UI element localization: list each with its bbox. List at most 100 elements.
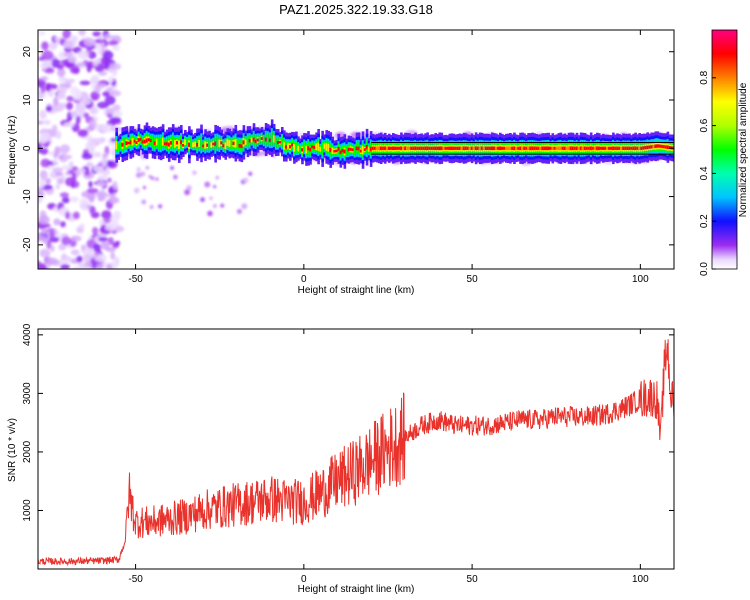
snr-x-tick-label: 50 — [467, 574, 479, 585]
spectral-side-blob — [207, 210, 213, 217]
spectral-ridge-cell — [608, 146, 611, 150]
spectral-noise-blob — [94, 39, 102, 44]
spectral-noise-blob — [113, 210, 121, 221]
spectral-ridge-cell — [143, 139, 147, 144]
spectral-noise-blob — [103, 217, 112, 224]
spectral-ridge-cell — [180, 140, 183, 145]
spectral-ridge-cell — [373, 146, 377, 150]
spectral-ridge-cell — [561, 146, 565, 150]
spectral-ridge-cell — [242, 140, 246, 145]
spectral-ridge-cell — [480, 146, 484, 151]
spectral-ridge-cell — [559, 146, 563, 151]
spectral-ridge-cell — [656, 144, 660, 148]
spectral-ridge-cell — [200, 136, 203, 151]
spectral-ridge-cell — [662, 145, 666, 149]
spectral-side-blob — [212, 203, 218, 209]
spectral-ridge-cell — [282, 142, 286, 150]
spectral-ridge-cell — [236, 139, 240, 150]
spectral-ridge-cell — [452, 146, 456, 150]
spectral-ridge-cell — [133, 139, 137, 143]
spectral-ridge-cell — [426, 146, 429, 151]
spectral-side-blob — [141, 199, 147, 205]
spectral-ridge-cell — [618, 146, 621, 150]
snr-frame — [37, 328, 675, 570]
spectral-ridge-cell — [535, 146, 538, 150]
snr-y-tick-label: 3000 — [22, 382, 33, 405]
spectral-ridge-cell — [424, 146, 427, 151]
spectral-ridge-cell — [464, 146, 468, 151]
spectral-ridge-cell — [299, 145, 302, 153]
spectral-ridge-cell — [335, 149, 339, 153]
spectral-ridge-cell — [478, 146, 482, 151]
spectral-ridge-cell — [341, 149, 345, 153]
spectral-noise-blob — [89, 118, 97, 129]
spectral-ridge-cell — [274, 137, 278, 148]
spectral-ridge-cell — [117, 143, 121, 153]
spectral-ridge-cell — [668, 145, 672, 150]
spectral-ridge-cell — [309, 147, 312, 152]
spectral-ridge-cell — [396, 146, 399, 150]
spectral-ridge-cell — [317, 142, 320, 151]
spectral-noise-blob — [96, 48, 102, 55]
spectral-noise-blob — [48, 42, 58, 51]
spectral-noise-blob — [39, 248, 51, 258]
snr-y-tick-label: 1000 — [22, 499, 33, 522]
spectral-noise-blob — [69, 196, 79, 203]
spectral-noise-blob — [38, 31, 46, 36]
spectral-noise-blob — [40, 226, 47, 235]
spectral-ridge-cell — [234, 138, 238, 148]
spectral-noise-blob — [59, 192, 69, 198]
spectral-noise-blob — [38, 178, 45, 189]
spectral-noise-blob — [100, 42, 105, 50]
spectral-ridge-cell — [206, 143, 209, 147]
snr-panel: -50 0 50 100 1000 2000 3000 4000 Height of str… — [7, 323, 675, 595]
spectral-noise-blob — [55, 183, 61, 190]
spectral-noise-blob — [55, 172, 64, 177]
spectral-noise-blob — [95, 83, 107, 88]
spectral-ridge-cell — [369, 146, 373, 152]
spectral-noise-blob — [55, 87, 67, 95]
spectral-ridge-cell — [175, 140, 179, 145]
spectral-ridge-cell — [377, 146, 381, 151]
spectral-noise-blob — [45, 177, 51, 185]
spectral-ridge-cell — [541, 146, 545, 151]
snr-y-ticks: 1000 2000 3000 4000 — [22, 323, 674, 522]
spectral-ridge-cell — [196, 142, 199, 147]
spectral-noise-blob — [42, 57, 53, 68]
spectral-ridge-cell — [494, 146, 498, 151]
spectral-ridge-cell — [228, 140, 232, 147]
spectral-noise-blob — [102, 91, 110, 97]
spectral-noise-blob — [65, 102, 74, 111]
spectral-ridge-cell — [188, 142, 191, 147]
spectral-noise-blob — [105, 107, 114, 115]
spectral-ridge-cell — [614, 146, 617, 150]
spectral-ridge-cell — [515, 146, 518, 150]
spectral-noise-blob — [95, 191, 107, 198]
spectral-noise-blob — [78, 262, 86, 268]
spectral-ridge-cell — [406, 146, 409, 151]
spectral-noise-blob — [76, 89, 82, 98]
spectral-ridge-cell — [505, 146, 508, 150]
spectral-ridge-cell — [220, 141, 224, 145]
spectrogram-x-ticks: -50 0 50 100 — [128, 30, 649, 285]
spectral-ridge-cell — [262, 136, 266, 145]
spectral-ridge-cell — [563, 146, 567, 151]
spectrogram-y-tick-label: 10 — [22, 94, 33, 106]
spectral-ridge-cell — [327, 143, 331, 152]
colorbar-tick-label: 0.6 — [699, 118, 710, 132]
spectral-ridge-cell — [533, 146, 536, 151]
spectral-ridge-cell — [363, 148, 367, 151]
spectral-side-blob — [149, 204, 154, 210]
spectral-ridge-cell — [577, 146, 581, 150]
spectral-noise-blob — [93, 243, 102, 253]
spectral-ridge-cell — [650, 145, 654, 149]
spectral-ridge-cell — [476, 146, 480, 150]
spectral-noise-blob — [41, 75, 48, 81]
spectral-ridge-cell — [539, 146, 543, 150]
spectral-ridge-cell — [620, 146, 623, 150]
spectral-ridge-cell — [252, 137, 256, 142]
spectral-ridge-cell — [490, 146, 494, 151]
spectral-ridge-cell — [171, 135, 175, 149]
spectral-noise-blob — [56, 64, 64, 70]
